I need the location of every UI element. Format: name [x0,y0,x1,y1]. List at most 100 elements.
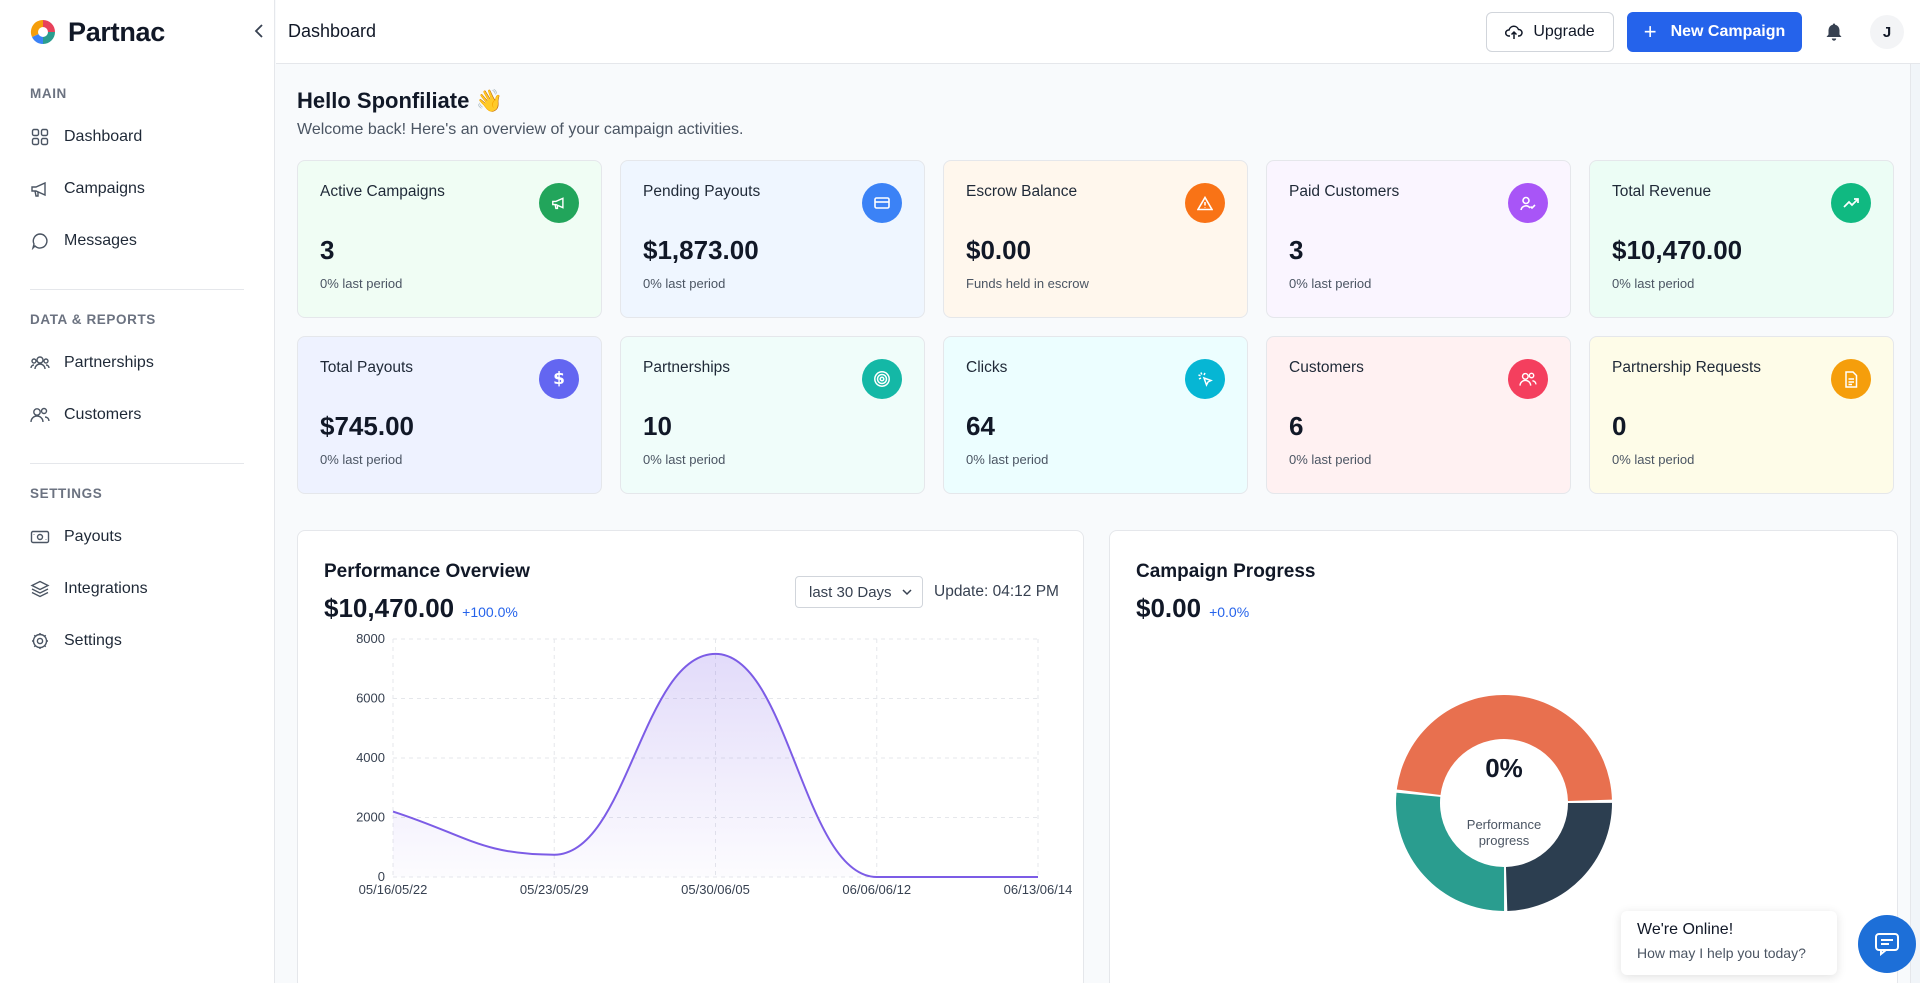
card-title: Partnership Requests [1612,359,1762,376]
brand: Partnac [0,0,274,64]
card-value: $0.00 [966,235,1032,265]
card-sub: 0% last period [1612,452,1695,467]
card-value: 10 [643,411,672,441]
user-check-icon [1508,183,1548,223]
megaphone-icon [539,183,579,223]
sidebar-item-label: Integrations [64,580,148,597]
plus-icon: + [1643,19,1657,44]
document-icon [1831,359,1871,399]
greeting-subtitle: Welcome back! Here's an overview of your… [297,121,744,138]
click-icon [1185,359,1225,399]
x-tick-label: 05/30/06/05 [681,882,750,897]
main-content: Hello Sponfiliate 👋 Welcome back! Here's… [276,64,1920,983]
card-title: Total Revenue [1612,183,1712,200]
card-sub: Funds held in escrow [966,276,1089,291]
chevron-down-icon [902,589,912,596]
performance-overview-panel: Performance Overview $10,470.00 +100.0% l… [297,530,1084,983]
card-sub: 0% last period [966,452,1049,467]
card-value: $10,470.00 [1612,235,1743,265]
chat-bubble[interactable]: We're Online! How may I help you today? [1621,911,1837,975]
cloud-upload-icon [1505,24,1524,40]
sidebar: Partnac MAIN Dashboard Campaigns Message… [0,0,275,983]
y-tick-label: 2000 [356,810,385,825]
stat-card-pending-payouts[interactable]: Pending Payouts $1,873.00 0% last period [620,160,925,318]
stat-card-customers[interactable]: Customers 6 0% last period [1266,336,1571,494]
notifications-button[interactable] [1822,20,1846,44]
new-campaign-button[interactable]: + New Campaign [1627,12,1802,52]
sidebar-item-dashboard[interactable]: Dashboard [30,111,244,163]
card-title: Pending Payouts [643,183,761,200]
card-title: Partnerships [643,359,731,376]
card-value: 3 [320,235,335,265]
y-tick-label: 0 [378,869,385,884]
sidebar-item-label: Campaigns [64,180,145,197]
x-tick-label: 06/06/06/12 [842,882,911,897]
collapse-sidebar-button[interactable] [248,20,270,42]
stat-card-escrow-balance[interactable]: Escrow Balance $0.00 Funds held in escro… [943,160,1248,318]
card-value: $745.00 [320,411,414,441]
donut-center-label: Performance progress [1466,817,1542,848]
brand-logo-icon [30,19,55,45]
topbar-actions: Upgrade + New Campaign J [1486,0,1920,64]
divider [30,289,244,290]
card-sub: 0% last period [1289,452,1372,467]
card-title: Clicks [966,359,1008,376]
area-fill [393,653,1038,877]
brand-name: Partnac [68,16,165,47]
sidebar-item-payouts[interactable]: Payouts [30,511,244,563]
performance-change: +100.0% [462,604,518,620]
stat-card-active-campaigns[interactable]: Active Campaigns 3 0% last period [297,160,602,318]
y-tick-label: 4000 [356,750,385,765]
sidebar-item-settings[interactable]: Settings [30,615,244,667]
warning-icon [1185,183,1225,223]
greeting-title: Hello Sponfiliate 👋 [297,88,503,113]
upgrade-button[interactable]: Upgrade [1486,12,1614,52]
campaign-progress-title: Campaign Progress [1136,561,1316,582]
avatar[interactable]: J [1870,15,1904,49]
card-value: 0 [1612,411,1627,441]
sidebar-item-label: Customers [64,406,142,423]
sidebar-item-campaigns[interactable]: Campaigns [30,163,244,215]
sidebar-item-label: Partnerships [64,354,154,371]
stat-card-total-revenue[interactable]: Total Revenue $10,470.00 0% last period [1589,160,1894,318]
people-group-icon [30,353,50,373]
stat-card-paid-customers[interactable]: Paid Customers 3 0% last period [1266,160,1571,318]
performance-value: $10,470.00 +100.0% [324,593,518,624]
bell-icon [1826,23,1842,41]
donut-slice [1396,792,1505,911]
y-tick-label: 8000 [356,631,385,646]
chat-launcher-button[interactable] [1858,915,1916,973]
x-tick-label: 06/13/06/14 [1004,882,1073,897]
sidebar-item-partnerships[interactable]: Partnerships [30,337,244,389]
section-title-main: MAIN [30,86,67,101]
date-range-select[interactable]: last 30 Days [795,576,923,608]
stat-card-partnership-requests[interactable]: Partnership Requests 0 0% last period [1589,336,1894,494]
page-title: Dashboard [288,21,377,41]
sidebar-item-label: Messages [64,232,137,249]
sidebar-item-label: Dashboard [64,128,143,145]
stat-card-total-payouts[interactable]: Total Payouts $ $745.00 0% last period [297,336,602,494]
sidebar-item-customers[interactable]: Customers [30,389,244,441]
stat-card-clicks[interactable]: Clicks 64 0% last period [943,336,1248,494]
card-value: $1,873.00 [643,235,759,265]
card-sub: 0% last period [643,276,726,291]
page-scrollbar[interactable] [1910,64,1920,983]
stat-card-partnerships[interactable]: Partnerships 10 0% last period [620,336,925,494]
donut-slice [1396,694,1612,802]
stats-cards: Active Campaigns 3 0% last period Pendin… [297,160,1898,494]
sidebar-item-integrations[interactable]: Integrations [30,563,244,615]
card-title: Active Campaigns [320,183,445,200]
x-tick-label: 05/16/05/22 [359,882,428,897]
card-sub: 0% last period [320,276,403,291]
card-sub: 0% last period [643,452,726,467]
sidebar-item-messages[interactable]: Messages [30,215,244,267]
section-title-data-reports: DATA & REPORTS [30,312,156,327]
sidebar-item-label: Payouts [64,528,122,545]
performance-amount: $10,470.00 [324,593,455,623]
chat-help-text: How may I help you today? [1637,945,1806,961]
layers-icon [30,579,50,599]
campaign-progress-amount: $0.00 [1136,593,1202,623]
card-value: 6 [1289,411,1304,441]
chevron-left-icon [254,24,263,38]
cash-icon [30,527,50,547]
